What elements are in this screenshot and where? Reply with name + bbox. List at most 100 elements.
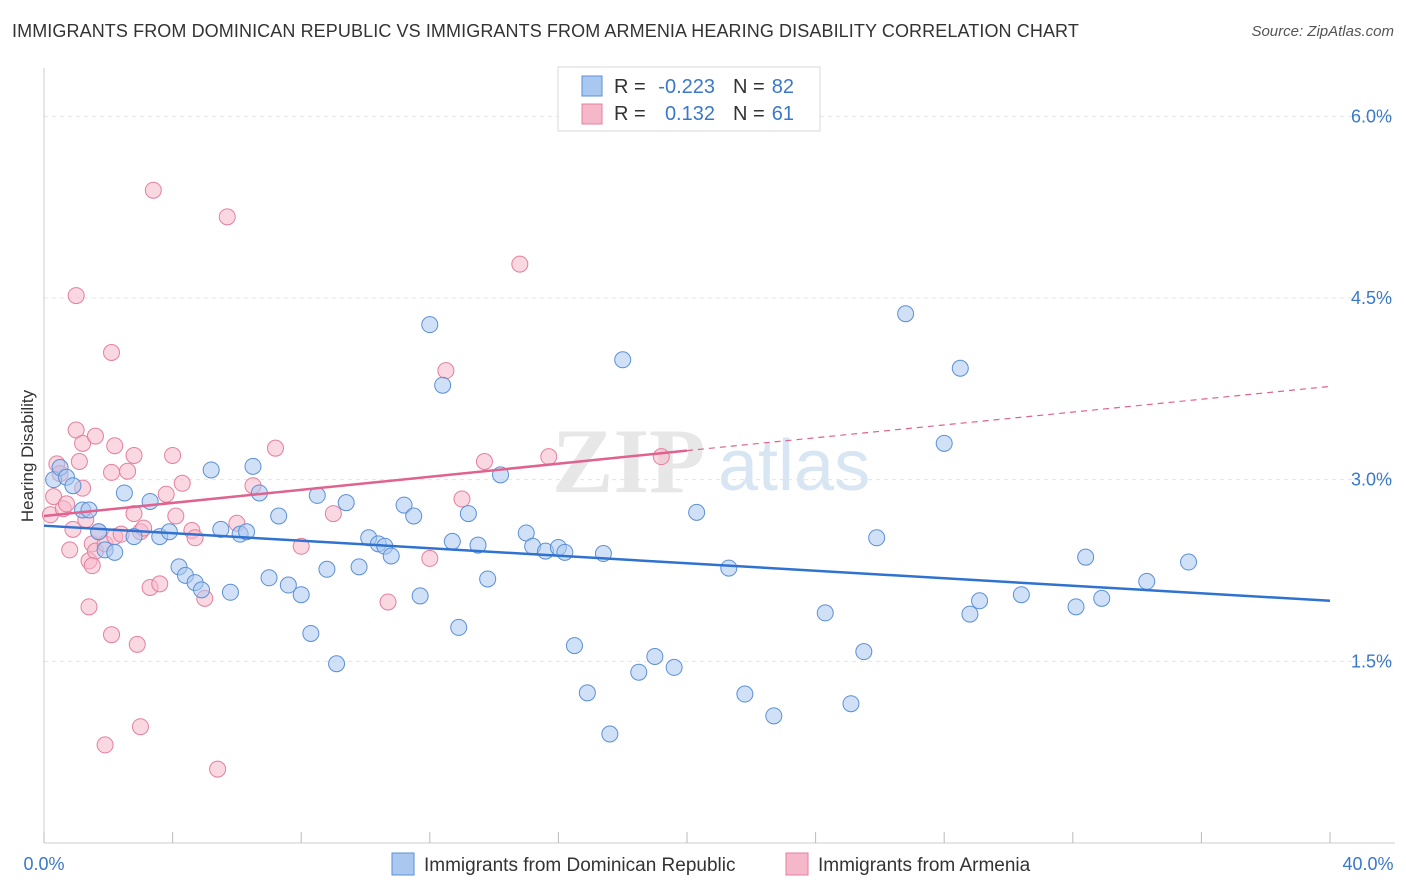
armenia-point [164,446,182,464]
dominican-point [202,461,220,479]
series-legend: Immigrants from Dominican Republic Immig… [391,852,1031,876]
dominican-point [395,496,413,514]
armenia-point [58,495,76,513]
bottom-legend-label-dominican: Immigrants from Dominican Republic [424,855,736,876]
dominican-point [630,663,648,681]
armenia-point [151,575,169,593]
bottom-legend-swatch-dominican [391,852,415,876]
trend-lines [43,385,1331,603]
legend-n-label-2: N = [733,103,765,125]
armenia-point [218,208,236,226]
dominican-point [688,503,706,521]
armenia-point [421,549,439,567]
chart-title: IMMIGRANTS FROM DOMINICAN REPUBLIC VS IM… [12,21,1079,41]
legend-swatch-armenia [581,103,603,125]
chart-source: Source: ZipAtlas.com [1251,23,1394,40]
dominican-point [434,376,452,394]
dominican-point [125,528,143,546]
dominican-point [193,581,211,599]
dominican-point [318,560,336,578]
armenia-point [292,537,310,555]
dominican-point [382,547,400,565]
dominican-point [350,558,368,576]
dominican-point [951,359,969,377]
legend-r-value-1: -0.223 [658,76,715,98]
y-tick-label-2: 4.5% [1351,288,1392,308]
dominican-point [1012,586,1030,604]
armenia-point [379,593,397,611]
y-tick-label-3: 6.0% [1351,106,1392,126]
dominican-point [842,695,860,713]
dominican-point [1138,572,1156,590]
dominican-point [115,484,133,502]
dominican-point [479,570,497,588]
bottom-legend-label-armenia: Immigrants from Armenia [818,855,1031,876]
armenia-point [167,507,185,525]
legend-r-label-2: R = [614,103,646,125]
dominican-point [302,624,320,642]
dominican-point [292,586,310,604]
dominican-point [106,543,124,561]
dominican-point [212,520,230,538]
dominican-point [1180,553,1198,571]
dominican-point [816,604,834,622]
armenia-point [209,760,227,778]
y-tick-label-0: 1.5% [1351,651,1392,671]
dominican-point [90,523,108,541]
dominican-point [565,637,583,655]
armenia-point [70,453,88,470]
dominican-point [450,618,468,636]
armenia-point [103,344,121,361]
dominican-points [45,305,1198,743]
armenia-point [61,541,79,559]
watermark: ZIP atlas [552,410,870,512]
dominican-point [1077,548,1095,566]
dominican-point [720,559,738,577]
dominican-point [855,643,873,661]
dominican-point [141,492,159,510]
dominican-point [665,658,683,676]
dominican-point [469,536,487,554]
armenia-point [540,448,558,466]
armenia-point [64,520,82,538]
watermark-atlas: atlas [718,426,870,506]
dominican-point [221,583,239,601]
armenia-point [157,485,175,503]
armenia-trend-line [43,449,688,518]
armenia-point [86,427,104,445]
dominican-point [244,457,262,475]
legend-n-value-2: 61 [772,103,794,125]
dominican-point [1067,598,1085,616]
armenia-point [511,255,529,273]
dominican-point [601,725,619,743]
y-tick-labels: 1.5% 3.0% 4.5% 6.0% [1351,106,1392,671]
dominican-point [260,569,278,587]
legend-swatch-dominican [581,75,603,97]
dominican-point [736,685,754,703]
y-tick-label-1: 3.0% [1351,470,1392,490]
dominican-point [270,507,288,525]
dominican-point [64,477,82,495]
dominican-point [971,592,989,610]
dominican-trend-line [43,524,1331,603]
legend-n-value-1: 82 [772,76,794,98]
armenia-point [173,474,191,492]
armenia-point [83,557,101,575]
armenia-point [103,463,121,481]
dominican-point [935,434,953,452]
dominican-point [868,529,886,547]
x-tick-labels: 0.0% 40.0% [23,854,1393,874]
armenia-point [652,448,670,466]
dominican-point [337,494,355,512]
legend-r-value-2: 0.132 [665,103,715,125]
dominican-point [961,605,979,623]
armenia-point [475,453,493,470]
dominican-point [405,507,423,525]
armenia-point [324,505,342,523]
legend-n-label-1: N = [733,76,765,98]
armenia-trend-extension [686,385,1331,452]
axes [43,68,1395,844]
grid-lines [44,115,1395,662]
dominican-point [328,655,346,673]
armenia-point [103,626,121,644]
